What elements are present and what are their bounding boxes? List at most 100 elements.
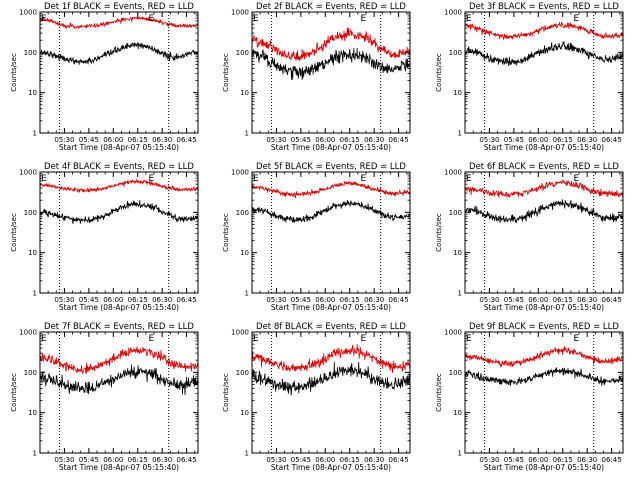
series-events-line — [464, 367, 624, 386]
series-events-line — [251, 361, 411, 396]
y-tick-label: 100 — [236, 209, 249, 217]
y-tick-label: 1 — [458, 450, 462, 458]
chart-title: Det 3f BLACK = Events, RED = LLD — [469, 2, 619, 12]
series-lld-line — [39, 178, 199, 194]
x-tick-label: 06:15 — [340, 136, 360, 144]
y-tick-label: 10 — [240, 409, 249, 417]
series-events-line — [39, 41, 199, 65]
chart-title: Det 1f BLACK = Events, RED = LLD — [44, 2, 194, 12]
x-tick-label: 06:45 — [602, 136, 622, 144]
x-axis-label: Start Time (08-Apr-07 05:15:40) — [271, 303, 391, 312]
x-tick-label: 05:45 — [504, 136, 524, 144]
y-tick-label: 1 — [245, 290, 249, 298]
x-tick-label: 06:00 — [528, 456, 548, 464]
x-tick-label: 05:45 — [79, 296, 99, 304]
y-axis-label: Counts/sec — [10, 373, 18, 412]
y-axis-label: Counts/sec — [222, 53, 230, 92]
x-tick-label: 05:45 — [504, 296, 524, 304]
y-tick-label: 1000 — [231, 9, 249, 17]
y-tick-label: 1 — [458, 290, 462, 298]
x-tick-label: 06:15 — [128, 136, 148, 144]
y-tick-label: 100 — [236, 49, 249, 57]
x-tick-label: 06:00 — [315, 296, 335, 304]
event-marker: E — [149, 174, 155, 184]
x-tick-label: 06:45 — [389, 456, 409, 464]
chart-title: Det 5f BLACK = Events, RED = LLD — [256, 162, 406, 172]
series-lld-line — [39, 346, 199, 375]
y-axis-label: Counts/sec — [435, 373, 443, 412]
x-tick-label: 06:15 — [340, 296, 360, 304]
y-tick-label: 100 — [449, 209, 462, 217]
plot-frame — [251, 331, 411, 454]
y-tick-label: 1 — [33, 130, 37, 138]
x-tick-label: 06:00 — [103, 456, 123, 464]
y-tick-label: 1000 — [19, 169, 37, 177]
x-axis-label: Start Time (08-Apr-07 05:15:40) — [484, 463, 604, 472]
x-tick-label: 05:30 — [479, 296, 499, 304]
plot-frame — [464, 171, 624, 294]
event-marker: E — [466, 174, 472, 184]
x-tick-label: 05:45 — [79, 136, 99, 144]
x-tick-label: 06:45 — [177, 136, 197, 144]
event-marker: E — [253, 14, 259, 24]
y-tick-label: 10 — [28, 249, 37, 257]
x-axis-label: Start Time (08-Apr-07 05:15:40) — [271, 143, 391, 152]
x-tick-label: 05:30 — [266, 456, 286, 464]
y-tick-label: 1 — [245, 450, 249, 458]
x-tick-label: 05:30 — [266, 136, 286, 144]
series-events-line — [39, 364, 199, 396]
y-tick-label: 1 — [458, 130, 462, 138]
x-tick-label: 06:45 — [602, 456, 622, 464]
event-marker: E — [574, 14, 580, 24]
y-axis-label: Counts/sec — [10, 53, 18, 92]
series-lld-line — [464, 346, 624, 367]
y-tick-label: 10 — [28, 409, 37, 417]
chart-title: Det 7f BLACK = Events, RED = LLD — [44, 322, 194, 332]
y-tick-label: 1000 — [444, 329, 462, 337]
y-tick-label: 1 — [33, 450, 37, 458]
x-tick-label: 06:15 — [553, 136, 573, 144]
x-tick-label: 06:45 — [389, 136, 409, 144]
x-tick-label: 05:45 — [291, 456, 311, 464]
x-tick-label: 05:45 — [291, 296, 311, 304]
x-tick-label: 05:45 — [504, 456, 524, 464]
x-tick-label: 06:15 — [553, 456, 573, 464]
event-marker: E — [466, 334, 472, 344]
chart-panel-8: Det 8f BLACK = Events, RED = LLD 1 10 100 10… — [222, 322, 411, 472]
series-events-line — [251, 47, 410, 80]
event-marker: E — [149, 14, 155, 24]
series-events-line — [39, 200, 199, 224]
event-marker: E — [149, 334, 155, 344]
y-tick-label: 1 — [33, 290, 37, 298]
event-marker: E — [41, 334, 47, 344]
chart-title: Det 2f BLACK = Events, RED = LLD — [256, 2, 406, 12]
x-axis-label: Start Time (08-Apr-07 05:15:40) — [59, 463, 179, 472]
event-marker: E — [253, 174, 259, 184]
y-axis-label: Counts/sec — [435, 53, 443, 92]
x-tick-label: 06:00 — [315, 456, 335, 464]
y-tick-label: 1000 — [231, 329, 249, 337]
series-events-line — [464, 41, 624, 67]
series-lld-line — [464, 178, 624, 199]
y-tick-label: 100 — [24, 209, 37, 217]
x-tick-label: 06:30 — [577, 296, 597, 304]
y-tick-label: 10 — [240, 249, 249, 257]
x-tick-label: 06:30 — [577, 136, 597, 144]
chart-panel-7: Det 7f BLACK = Events, RED = LLD 1 10 100 10… — [10, 322, 199, 472]
event-marker: E — [361, 334, 367, 344]
series-events-line — [251, 199, 411, 223]
y-axis-label: Counts/sec — [222, 213, 230, 252]
x-tick-label: 06:00 — [315, 136, 335, 144]
x-tick-label: 05:45 — [291, 136, 311, 144]
plot-frame — [39, 11, 199, 134]
x-tick-label: 05:30 — [479, 136, 499, 144]
x-tick-label: 06:45 — [602, 296, 622, 304]
x-tick-label: 05:30 — [479, 456, 499, 464]
x-tick-label: 05:30 — [54, 296, 74, 304]
series-lld-line — [251, 344, 411, 374]
event-marker: E — [361, 14, 367, 24]
x-axis-label: Start Time (08-Apr-07 05:15:40) — [59, 303, 179, 312]
y-tick-label: 100 — [449, 369, 462, 377]
x-tick-label: 06:00 — [528, 136, 548, 144]
